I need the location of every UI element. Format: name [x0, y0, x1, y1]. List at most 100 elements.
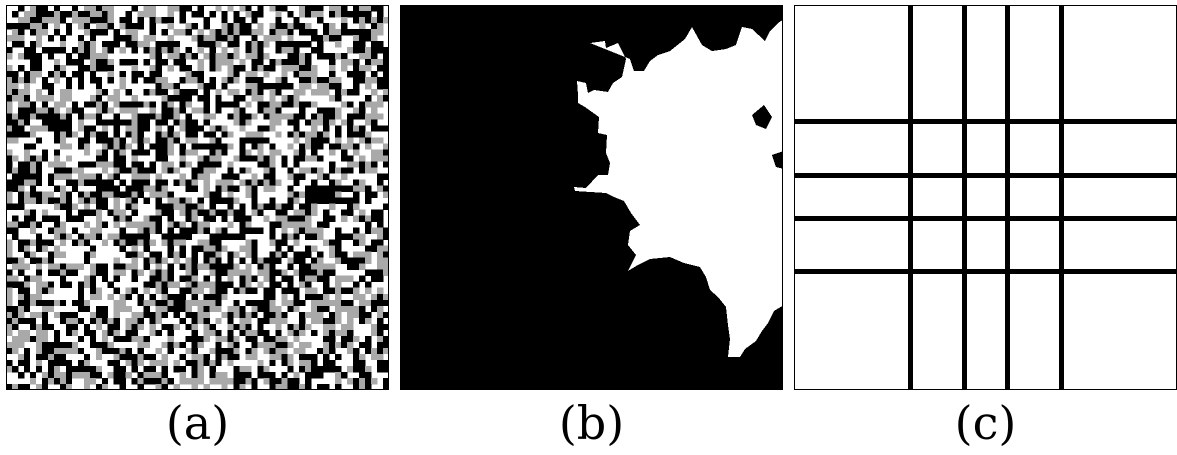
grid-cell — [155, 221, 162, 228]
grid-cell — [137, 179, 144, 186]
grid-cell — [173, 95, 180, 102]
grid-cell — [179, 95, 186, 102]
grid-cell — [113, 305, 120, 313]
grid-cell — [179, 179, 186, 186]
grid-cell — [149, 47, 156, 54]
grid-cell — [53, 125, 61, 132]
grid-cell — [245, 275, 252, 283]
grid-cell — [233, 95, 240, 102]
grid-cell — [383, 65, 389, 72]
grid-cell — [215, 155, 222, 162]
grid-cell — [347, 275, 354, 283]
grid-cell — [17, 65, 25, 72]
grid-cell — [329, 65, 336, 72]
grid-cell — [371, 329, 378, 337]
grid-cell — [371, 215, 378, 222]
grid-cell — [347, 287, 354, 295]
grid-cell — [233, 113, 240, 120]
grid-cell — [239, 107, 246, 114]
grid-cell — [371, 293, 378, 301]
grid-cell — [359, 233, 366, 240]
grid-cell — [35, 281, 43, 289]
grid-cell — [347, 185, 354, 192]
grid-cell — [65, 197, 73, 204]
grid-cell — [287, 383, 294, 390]
grid-cell — [6, 107, 13, 114]
caption-a: (a) — [165, 396, 230, 450]
grid-cell — [299, 173, 306, 180]
grid-cell — [203, 161, 210, 168]
grid-cell — [257, 77, 264, 84]
grid-cell — [143, 287, 150, 295]
grid-cell — [65, 203, 73, 210]
grid-cell — [59, 371, 67, 379]
grid-cell — [371, 89, 378, 96]
grid-cell — [17, 161, 25, 168]
grid-cell — [311, 101, 318, 108]
grid-cell — [191, 245, 198, 252]
grid-cell — [233, 23, 240, 30]
grid-cell — [143, 299, 150, 307]
grid-cell — [155, 203, 162, 210]
grid-cell — [365, 5, 372, 12]
grid-cell — [17, 299, 25, 307]
grid-cell — [299, 269, 306, 277]
grid-cell — [11, 125, 19, 132]
grid-cell — [293, 23, 300, 30]
grid-cell — [131, 35, 138, 42]
grid-cell — [35, 233, 43, 240]
grid-cell — [257, 257, 264, 264]
grid-cell — [347, 365, 354, 373]
grid-cell — [101, 317, 109, 325]
grid-cell — [95, 29, 103, 36]
grid-cell — [6, 185, 13, 192]
grid-cell — [113, 317, 120, 325]
grid-cell — [71, 5, 79, 12]
grid-cell — [269, 107, 276, 114]
grid-cell — [35, 197, 43, 204]
grid-cell — [263, 317, 270, 325]
grid-cell — [155, 383, 162, 390]
grid-cell — [149, 227, 156, 234]
grid-cell — [71, 239, 79, 246]
grid-cell — [131, 5, 138, 12]
grid-cell — [347, 137, 354, 144]
grid-cell — [299, 311, 306, 319]
grid-cell — [185, 71, 192, 78]
grid-cell — [329, 239, 336, 246]
grid-cell — [347, 131, 354, 138]
grid-cell — [17, 203, 25, 210]
grid-cell — [287, 233, 294, 240]
grid-cell — [173, 5, 180, 12]
grid-cell — [113, 263, 120, 270]
grid-cell — [287, 59, 294, 66]
grid-cell — [107, 17, 115, 24]
grid-cell — [227, 113, 234, 120]
grid-cell — [65, 125, 73, 132]
grid-cell — [83, 383, 91, 390]
grid-cell — [11, 341, 19, 349]
grid-cell — [167, 149, 174, 156]
grid-cell — [179, 77, 186, 84]
grid-cell — [239, 287, 246, 295]
grid-cell — [281, 221, 288, 228]
grid-cell — [143, 5, 150, 12]
grid-cell — [125, 239, 132, 246]
grid-cell — [251, 83, 258, 90]
grid-cell — [299, 257, 306, 264]
grid-cell — [59, 35, 67, 42]
grid-cell — [215, 263, 222, 270]
grid-cell — [347, 71, 354, 78]
grid-cell — [359, 275, 366, 283]
grid-cell — [329, 197, 336, 204]
grid-cell — [215, 35, 222, 42]
grid-cell — [329, 11, 336, 18]
grid-cell — [119, 107, 126, 114]
grid-cell — [203, 305, 210, 313]
grid-cell — [125, 293, 132, 301]
grid-cell — [113, 221, 120, 228]
grid-cell — [119, 143, 126, 150]
grid-cell — [269, 125, 276, 132]
grid-cell — [371, 305, 378, 313]
grid-cell — [365, 47, 372, 54]
